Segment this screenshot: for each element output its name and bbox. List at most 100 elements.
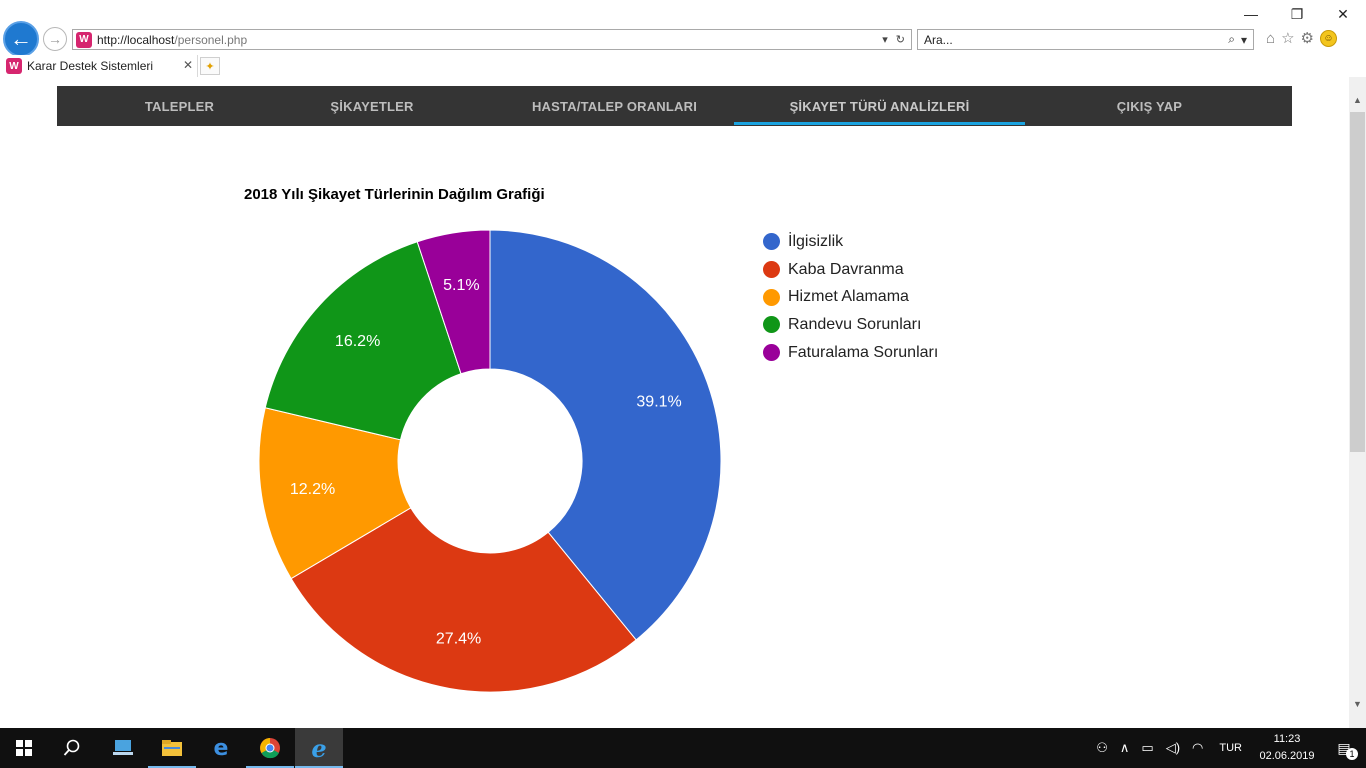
address-bar[interactable]: W http://localhost/personel.php ▾ ↻ <box>72 29 912 50</box>
legend-item[interactable]: İlgisizlik <box>763 228 938 256</box>
legend-label: Randevu Sorunları <box>788 315 922 333</box>
favorites-star-icon[interactable]: ☆ <box>1281 30 1295 47</box>
legend-color-dot <box>763 344 780 362</box>
action-center-button[interactable]: ▤ 1 <box>1322 728 1366 768</box>
windows-taskbar: e e ⚇ ∧ ▭ ◁) ◠ TUR 11:23 02.06.2019 <box>0 728 1366 768</box>
pie-slice[interactable] <box>258 407 412 580</box>
chrome-icon <box>260 738 280 759</box>
scroll-down-arrow-icon[interactable]: ▼ <box>1353 698 1362 709</box>
search-dropdown-icon[interactable]: ▾ <box>1240 32 1247 47</box>
volume-icon[interactable]: ◁) <box>1165 740 1181 755</box>
slice-label: 27.4% <box>436 631 481 648</box>
site-navbar: TALEPLER ŞİKAYETLER HASTA/TALEP ORANLARI… <box>57 86 1292 126</box>
running-indicator <box>148 766 196 768</box>
nav-sikayetler[interactable]: ŞİKAYETLER <box>330 98 414 114</box>
scroll-up-arrow-icon[interactable]: ▲ <box>1353 94 1362 105</box>
arrow-right-icon: → <box>48 31 62 47</box>
window-controls: — ❐ ✕ <box>1228 0 1366 28</box>
system-tray: ⚇ ∧ ▭ ◁) ◠ TUR 11:23 02.06.2019 ▤ 1 <box>1090 728 1366 768</box>
search-input[interactable]: Ara... ⌕ ▾ <box>917 29 1254 50</box>
people-icon[interactable]: ⚇ <box>1096 740 1108 755</box>
search-placeholder: Ara... <box>924 32 953 47</box>
slice-label: 5.1% <box>443 277 479 294</box>
page-viewport: TALEPLER ŞİKAYETLER HASTA/TALEP ORANLARI… <box>0 77 1349 728</box>
legend-color-dot <box>763 233 780 251</box>
new-tab-icon: ✦ <box>205 60 215 73</box>
nav-sikayet-turu-analizleri[interactable]: ŞİKAYET TÜRÜ ANALİZLERİ <box>789 98 970 114</box>
pie-slice[interactable] <box>290 507 637 693</box>
taskbar-app-chrome[interactable] <box>246 728 294 768</box>
legend-color-dot <box>763 261 780 279</box>
battery-icon[interactable]: ▭ <box>1141 740 1154 755</box>
browser-tab[interactable]: W Karar Destek Sistemleri ✕ <box>0 55 198 77</box>
legend-item[interactable]: Faturalama Sorunları <box>763 339 938 367</box>
taskbar-app-computer[interactable] <box>99 728 147 768</box>
refresh-icon[interactable]: ↻ <box>895 34 905 46</box>
legend-item[interactable]: Kaba Davranma <box>763 256 938 284</box>
nav-cikis-yap[interactable]: ÇIKIŞ YAP <box>1116 98 1183 114</box>
computer-icon <box>113 740 133 755</box>
arrow-left-icon: ← <box>10 26 32 51</box>
clock[interactable]: 11:23 02.06.2019 <box>1252 731 1322 765</box>
tab-favicon-icon: W <box>6 58 22 74</box>
new-tab-button[interactable]: ✦ <box>200 57 220 75</box>
taskbar-app-internet-explorer[interactable]: e <box>295 728 343 768</box>
search-tools: ⌕ ▾ <box>1228 32 1253 47</box>
clock-time: 11:23 <box>1273 733 1301 745</box>
internet-explorer-icon: e <box>311 733 327 763</box>
feedback-smiley-icon[interactable]: ☺ <box>1319 29 1337 47</box>
address-tools: ▾ ↻ <box>882 33 911 46</box>
minimize-button[interactable]: — <box>1244 6 1258 22</box>
slice-label: 39.1% <box>636 394 681 411</box>
pie-slice[interactable] <box>264 241 462 441</box>
back-button[interactable]: ← <box>3 21 39 57</box>
settings-gear-icon[interactable]: ⚙ <box>1300 30 1314 47</box>
legend-label: Hizmet Alamama <box>788 288 909 306</box>
taskbar-app-file-explorer[interactable] <box>148 728 196 768</box>
pie-slice[interactable] <box>416 229 491 375</box>
nav-talepler[interactable]: TALEPLER <box>144 98 215 114</box>
input-language[interactable]: TUR <box>1219 742 1242 754</box>
donut-chart: 39.1% 27.4% 12.2% 16.2% 5.1% <box>258 229 722 693</box>
forward-button[interactable]: → <box>43 27 67 51</box>
browser-toolbar-icons: ⌂ ☆ ⚙ ☺ <box>1266 29 1337 47</box>
chart-legend: İlgisizlik Kaba Davranma Hizmet Alamama Ran… <box>763 228 938 366</box>
url-host: http://localhost <box>97 32 175 47</box>
url-path: /personel.php <box>174 32 248 47</box>
tab-close-icon[interactable]: ✕ <box>182 58 193 72</box>
legend-label: Kaba Davranma <box>788 260 904 278</box>
taskbar-search-button[interactable] <box>48 728 96 768</box>
show-hidden-icons-chevron-icon[interactable]: ∧ <box>1119 740 1130 755</box>
windows-logo-icon <box>16 740 32 756</box>
notification-count-badge: 1 <box>1346 748 1358 760</box>
search-icon[interactable]: ⌕ <box>1228 32 1235 46</box>
legend-item[interactable]: Randevu Sorunları <box>763 311 938 339</box>
clock-date: 02.06.2019 <box>1259 750 1315 762</box>
edge-icon: e <box>213 735 229 761</box>
home-icon[interactable]: ⌂ <box>1266 29 1276 47</box>
legend-color-dot <box>763 288 780 306</box>
restore-button[interactable]: ❐ <box>1290 5 1304 22</box>
running-indicator <box>295 766 343 768</box>
search-icon <box>63 739 80 756</box>
legend-item[interactable]: Hizmet Alamama <box>763 283 938 311</box>
pie-slice[interactable] <box>489 229 722 641</box>
legend-color-dot <box>763 316 780 334</box>
start-button[interactable] <box>0 728 48 768</box>
close-window-button[interactable]: ✕ <box>1337 5 1349 22</box>
chart-title: 2018 Yılı Şikayet Türlerinin Dağılım Gra… <box>244 186 545 203</box>
running-indicator <box>246 766 294 768</box>
taskbar-app-edge[interactable]: e <box>197 728 245 768</box>
nav-active-indicator <box>734 122 1025 125</box>
address-dropdown-icon[interactable]: ▾ <box>882 34 888 46</box>
folder-icon <box>162 740 182 756</box>
scroll-thumb[interactable] <box>1350 112 1365 452</box>
site-favicon-icon: W <box>76 31 92 48</box>
slice-label: 12.2% <box>290 481 335 498</box>
wifi-icon[interactable]: ◠ <box>1192 740 1204 755</box>
vertical-scrollbar[interactable]: ▲ ▼ <box>1349 77 1366 728</box>
nav-hasta-talep-oranlari[interactable]: HASTA/TALEP ORANLARI <box>531 98 698 114</box>
legend-label: Faturalama Sorunları <box>788 343 939 361</box>
legend-label: İlgisizlik <box>788 232 844 250</box>
